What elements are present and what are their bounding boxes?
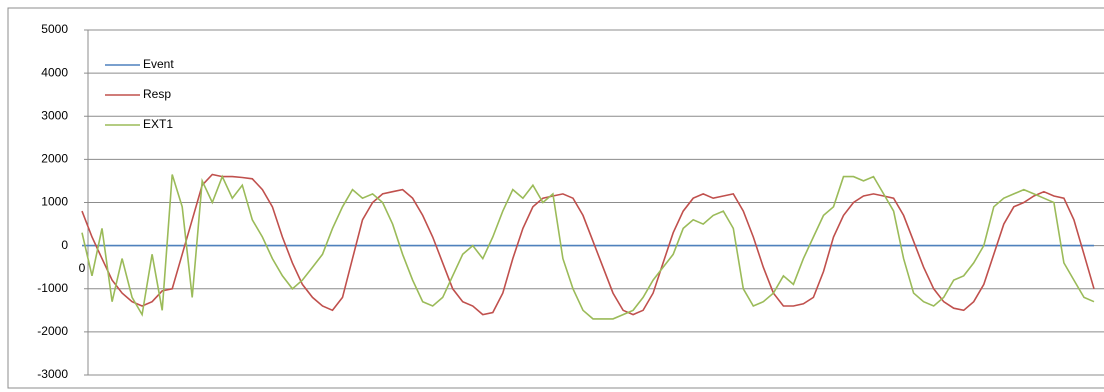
y-tick-label: 2000: [41, 152, 68, 166]
chart-frame: [7, 7, 1104, 389]
series-line: [81, 174, 1095, 320]
y-tick-label: -2000: [37, 324, 68, 338]
legend-label: Event: [143, 57, 174, 71]
y-tick-label: 4000: [41, 65, 68, 79]
y-tick-label: 0: [61, 238, 68, 252]
y-tick-label: -3000: [37, 367, 68, 381]
y-tick-label: -1000: [37, 281, 68, 295]
legend-label: EXT1: [143, 117, 173, 131]
y-tick-label: 5000: [41, 22, 68, 36]
y-tick-label: 3000: [41, 108, 68, 122]
legend-label: Resp: [143, 87, 171, 101]
x-tick-label: 0: [79, 261, 86, 275]
y-tick-label: 1000: [41, 195, 68, 209]
series-line: [81, 173, 1095, 316]
